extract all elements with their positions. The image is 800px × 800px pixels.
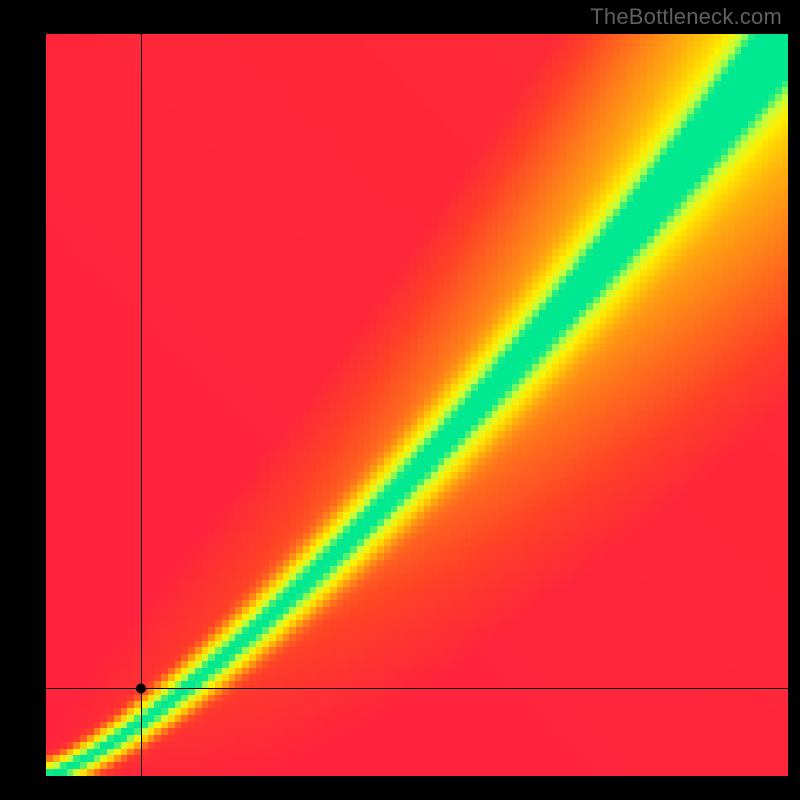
bottleneck-heatmap bbox=[46, 34, 788, 776]
chart-container: TheBottleneck.com bbox=[0, 0, 800, 800]
watermark-label: TheBottleneck.com bbox=[590, 4, 782, 30]
